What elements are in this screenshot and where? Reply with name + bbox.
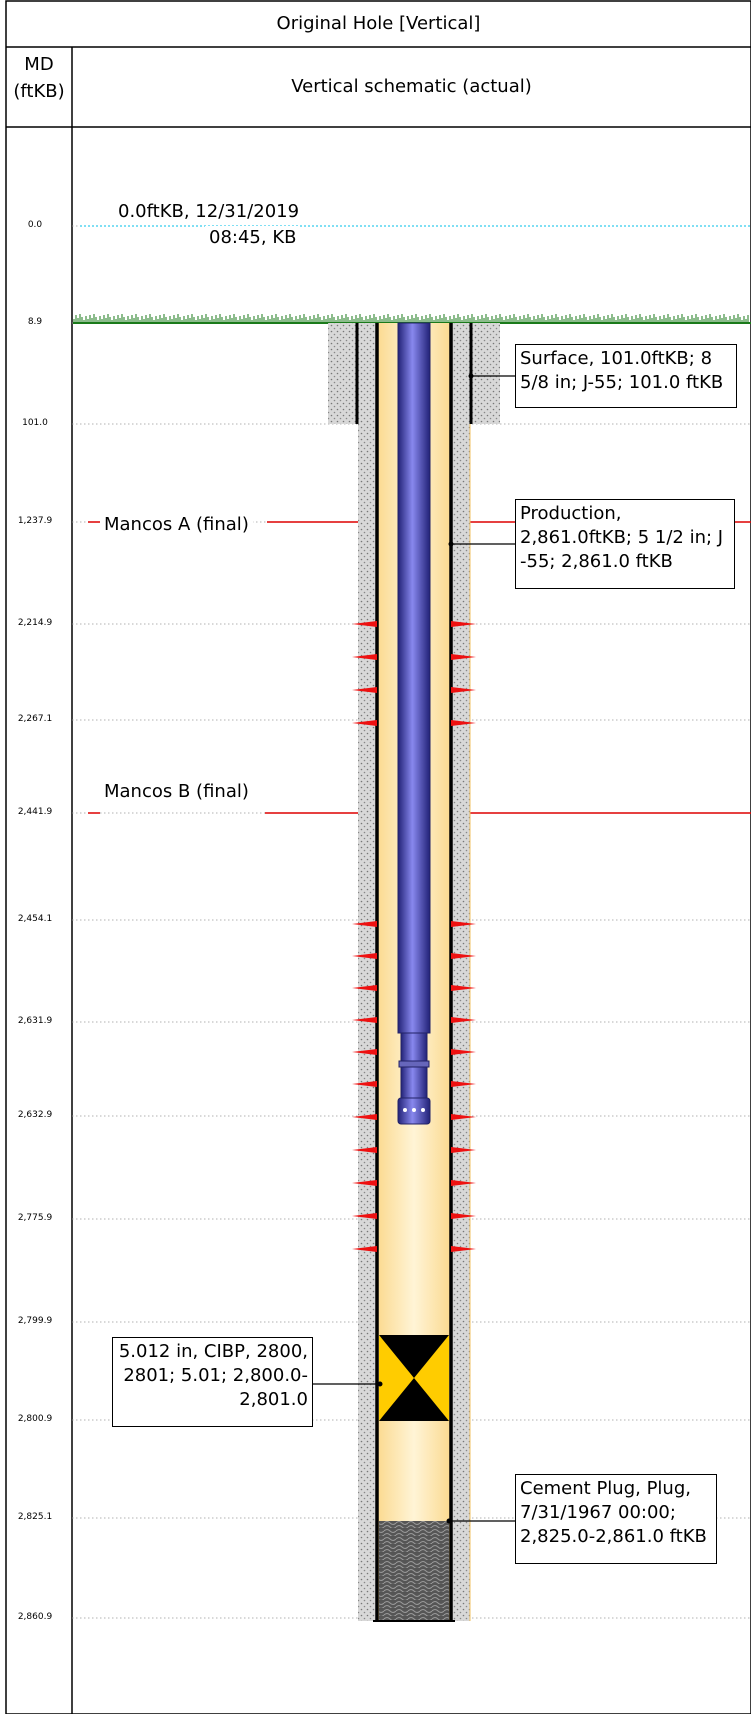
callout-text: 7/31/1967 00:00; [520, 1502, 676, 1523]
depth-label: 0.0 [27, 220, 43, 230]
perforation-left [352, 921, 377, 927]
depth-label: 1,237.9 [17, 516, 53, 526]
depth-label: 101.0 [22, 418, 48, 428]
perforation-right [451, 720, 476, 726]
perforation-right [451, 921, 476, 927]
perforation-right [451, 1017, 476, 1023]
formation-label-mancos-b: Mancos B (final) [100, 780, 253, 804]
perforation-right [451, 1213, 476, 1219]
callout-text: 2,861.0ftKB; 5 1/2 in; J [520, 527, 724, 548]
depth-label: 2,631.9 [17, 1016, 53, 1026]
perforation-left [352, 1180, 377, 1186]
production-cement-right [452, 323, 470, 1621]
depth-label: 2,799.9 [17, 1316, 53, 1326]
perforation-right [451, 953, 476, 959]
depth-label: 2,454.1 [17, 914, 53, 924]
datum-label-line2: 08:45, KB [205, 226, 301, 250]
depth-label: 2,214.9 [17, 618, 53, 628]
md-column-units: (ftKB) [13, 81, 65, 102]
tubing-collar [398, 1060, 430, 1068]
callout-text: 2,825.0-2,861.0 ftKB [520, 1526, 707, 1547]
perforation-right [451, 687, 476, 693]
perforation-right [451, 654, 476, 660]
schematic-column-header: Vertical schematic (actual) [291, 76, 532, 97]
callout-cement-plug: Cement Plug, Plug, 7/31/1967 00:00; 2,82… [515, 1474, 717, 1564]
ground-surface [73, 314, 751, 324]
perforation-right [451, 1180, 476, 1186]
perforated-sub-hole [412, 1108, 416, 1112]
perforation-right [451, 1246, 476, 1252]
callout-text: Production, [520, 503, 622, 524]
surface-cement-left [328, 323, 358, 424]
md-column-header: MD [24, 54, 54, 75]
production-cement-left [358, 323, 376, 1621]
perforation-left [352, 985, 377, 991]
depth-label: 2,441.9 [17, 807, 53, 817]
perforation-left [352, 621, 377, 627]
perforation-right [451, 1147, 476, 1153]
perforation-left [352, 654, 377, 660]
callout-text: 2,801.0 [239, 1389, 308, 1410]
surface-cement-right [470, 323, 500, 424]
datum-label-line1: 0.0ftKB, 12/31/2019 [114, 200, 304, 224]
depth-label: 2,800.9 [17, 1414, 53, 1424]
perforated-sub-hole [403, 1108, 407, 1112]
callout-text: Surface, 101.0ftKB; 8 [520, 348, 713, 369]
perforation-right [451, 621, 476, 627]
callout-surface-casing: Surface, 101.0ftKB; 8 5/8 in; J-55; 101.… [515, 344, 737, 408]
perforation-left [352, 720, 377, 726]
perforation-left [352, 1049, 377, 1055]
perforation-right [451, 1114, 476, 1120]
perforations [352, 621, 476, 1252]
depth-label: 2,860.9 [17, 1612, 53, 1622]
depth-label: 2,267.1 [17, 714, 53, 724]
callout-text: 5.012 in, CIBP, 2800, [118, 1341, 308, 1362]
perforation-left [352, 1114, 377, 1120]
perforation-left [352, 1147, 377, 1153]
callout-production-casing: Production, 2,861.0ftKB; 5 1/2 in; J -55… [515, 499, 735, 589]
perforation-left [352, 1246, 377, 1252]
perforation-left [352, 953, 377, 959]
cibp-plug [379, 1335, 449, 1421]
callout-cibp: 5.012 in, CIBP, 2800, 2801; 5.01; 2,800.… [112, 1337, 313, 1427]
tubing-string [397, 322, 431, 1034]
perforation-left [352, 1017, 377, 1023]
callout-leader-dots [377, 373, 474, 1524]
callout-text: 2801; 5.01; 2,800.0- [123, 1365, 308, 1386]
depth-label: 8.9 [27, 317, 43, 327]
perforation-right [451, 1081, 476, 1087]
perforation-right [451, 1049, 476, 1055]
perforation-left [352, 1081, 377, 1087]
callout-leaders [313, 375, 515, 1522]
callout-text: 5/8 in; J-55; 101.0 ftKB [520, 372, 724, 393]
depth-label: 2,825.1 [17, 1512, 53, 1522]
callout-text: Cement Plug, Plug, [520, 1478, 691, 1499]
callout-text: -55; 2,861.0 ftKB [520, 551, 673, 572]
perforation-right [451, 985, 476, 991]
schematic-title: Original Hole [Vertical] [276, 13, 481, 34]
depth-label: 2,632.9 [17, 1110, 53, 1120]
depth-label: 2,775.9 [17, 1213, 53, 1223]
perforated-sub-hole [421, 1108, 425, 1112]
formation-label-mancos-a: Mancos A (final) [100, 513, 253, 537]
perforation-left [352, 1213, 377, 1219]
cement-plug [379, 1521, 449, 1621]
perforation-left [352, 687, 377, 693]
